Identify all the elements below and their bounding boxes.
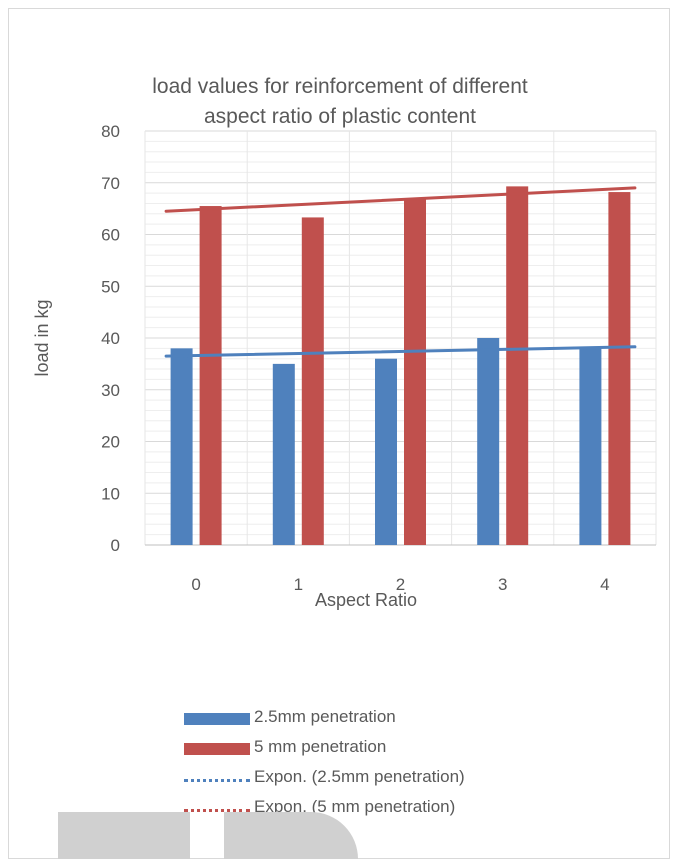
x-tick-label: 2 xyxy=(396,575,405,594)
y-tick-label: 60 xyxy=(101,226,120,245)
legend-label: Expon. (5 mm penetration) xyxy=(254,797,456,816)
bar-2-5mm-cat-0 xyxy=(170,348,193,545)
tick-labels: 0 10 20 30 40 50 60 70 80 0 1 2 3 4 xyxy=(101,122,610,594)
x-tick-label: 3 xyxy=(498,575,507,594)
trendline-5mm xyxy=(164,186,637,213)
bar-5mm-cat-2 xyxy=(404,198,426,545)
legend-label: Expon. (2.5mm penetration) xyxy=(254,767,465,786)
x-tick-label: 0 xyxy=(191,575,200,594)
y-tick-label: 50 xyxy=(101,277,120,296)
legend: 2.5mm penetration 5 mm penetration Expon… xyxy=(184,704,584,824)
y-axis-label: load in kg xyxy=(32,299,52,376)
legend-item: Expon. (2.5mm penetration) xyxy=(184,764,584,794)
bar-2-5mm-cat-1 xyxy=(272,363,295,545)
x-axis-label: Aspect Ratio xyxy=(315,590,417,610)
chart-title: load values for reinforcement of differe… xyxy=(152,75,528,128)
bars xyxy=(170,186,631,546)
x-tick-label: 4 xyxy=(600,575,609,594)
y-tick-label: 20 xyxy=(101,433,120,452)
y-tick-label: 10 xyxy=(101,484,120,503)
bar-2-5mm-cat-3 xyxy=(477,338,500,545)
trendline-2-5mm xyxy=(164,345,637,358)
legend-item: 5 mm penetration xyxy=(184,734,584,764)
gridlines xyxy=(144,130,657,546)
legend-swatch-trend-2-5mm xyxy=(184,779,250,782)
y-tick-label: 0 xyxy=(111,536,120,555)
legend-swatch-5mm xyxy=(184,743,250,755)
legend-item: 2.5mm penetration xyxy=(184,704,584,734)
x-tick-label: 1 xyxy=(294,575,303,594)
legend-swatch-2-5mm xyxy=(184,713,250,725)
y-tick-label: 30 xyxy=(101,381,120,400)
watermark-shape xyxy=(224,812,274,859)
plot-area: 0 10 20 30 40 50 60 70 80 0 1 2 3 4 load in kg Aspect… xyxy=(32,122,657,610)
bar-5mm-cat-0 xyxy=(199,206,222,545)
y-tick-label: 70 xyxy=(101,174,120,193)
y-tick-label: 40 xyxy=(101,329,120,348)
legend-swatch-trend-5mm xyxy=(184,809,250,812)
y-tick-label: 80 xyxy=(101,122,120,141)
legend-label: 2.5mm penetration xyxy=(254,707,396,726)
bar-2-5mm-cat-4 xyxy=(579,348,602,545)
bar-5mm-cat-3 xyxy=(506,186,529,545)
legend-item: Expon. (5 mm penetration) xyxy=(184,794,584,824)
bar-5mm-cat-4 xyxy=(608,192,631,545)
legend-label: 5 mm penetration xyxy=(254,737,387,756)
trendlines xyxy=(164,186,637,358)
watermark-shape xyxy=(58,812,190,859)
bar-2-5mm-cat-2 xyxy=(375,358,397,545)
bar-5mm-cat-1 xyxy=(301,217,324,546)
